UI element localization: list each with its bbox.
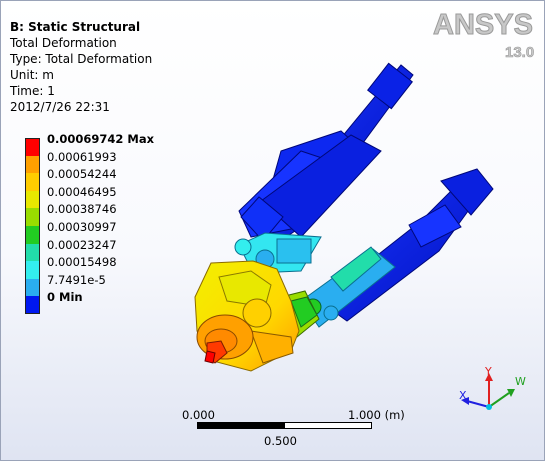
legend-label: 0.00038746 xyxy=(47,202,117,217)
legend-label: 0.00046495 xyxy=(47,184,117,199)
result-unit: Unit: m xyxy=(10,68,54,82)
scale-mid-label: 0.500 xyxy=(264,434,297,448)
legend-label: 0.00015498 xyxy=(47,255,117,270)
coordinate-triad[interactable]: X Y W xyxy=(451,367,531,417)
legend-label: 7.7491e-5 xyxy=(47,272,106,287)
ansys-brand: ANSYS xyxy=(433,9,533,41)
legend-swatch xyxy=(25,138,40,156)
scale-left-label: 0.000 xyxy=(182,408,215,422)
analysis-title: B: Static Structural xyxy=(10,20,141,34)
z-axis-arrow xyxy=(488,392,510,408)
z-arrow-head xyxy=(507,389,515,397)
actuator-front xyxy=(240,134,382,242)
flange-orange xyxy=(196,314,254,364)
result-date: 2012/7/26 22:31 xyxy=(10,100,110,114)
legend-swatch xyxy=(25,296,40,314)
result-name: Total Deformation xyxy=(10,36,117,50)
legend-label: 0.00023247 xyxy=(47,237,117,252)
result-time: Time: 1 xyxy=(10,84,55,98)
actuator-right xyxy=(300,168,494,328)
legend-swatch xyxy=(25,243,40,262)
legend-swatch xyxy=(25,261,40,279)
legend-label: 0.00061993 xyxy=(47,149,117,164)
legend-swatch xyxy=(25,190,40,209)
legend-swatch xyxy=(25,208,40,226)
scale-right-label: 1.000 (m) xyxy=(348,408,405,422)
result-type: Type: Total Deformation xyxy=(10,52,153,66)
ansys-logo: ANSYS 13.0 xyxy=(433,9,535,62)
scale-bar-white xyxy=(284,422,372,429)
legend-label: 0.00030997 xyxy=(47,219,117,234)
result-info-panel: B: Static Structural Total Deformation T… xyxy=(10,19,152,115)
legend-label: 0.00069742 Max xyxy=(47,132,155,146)
legend-swatch xyxy=(25,155,40,174)
ansys-version: 13.0 xyxy=(505,44,534,61)
x-axis-arrow xyxy=(466,400,490,408)
x-axis-label: X xyxy=(459,389,467,402)
legend-swatch xyxy=(25,225,40,244)
legend-swatch xyxy=(25,173,40,191)
y-axis-label: Y xyxy=(484,367,492,378)
y-arrow-head xyxy=(485,373,493,381)
x-arrow-head xyxy=(461,397,469,405)
scale-bar-black xyxy=(197,422,285,429)
legend-swatch xyxy=(25,278,40,297)
legend-label: 0.00054244 xyxy=(47,167,117,182)
z-axis-label: W xyxy=(515,375,526,388)
triad-origin xyxy=(486,404,492,410)
legend-label: 0 Min xyxy=(47,290,83,305)
